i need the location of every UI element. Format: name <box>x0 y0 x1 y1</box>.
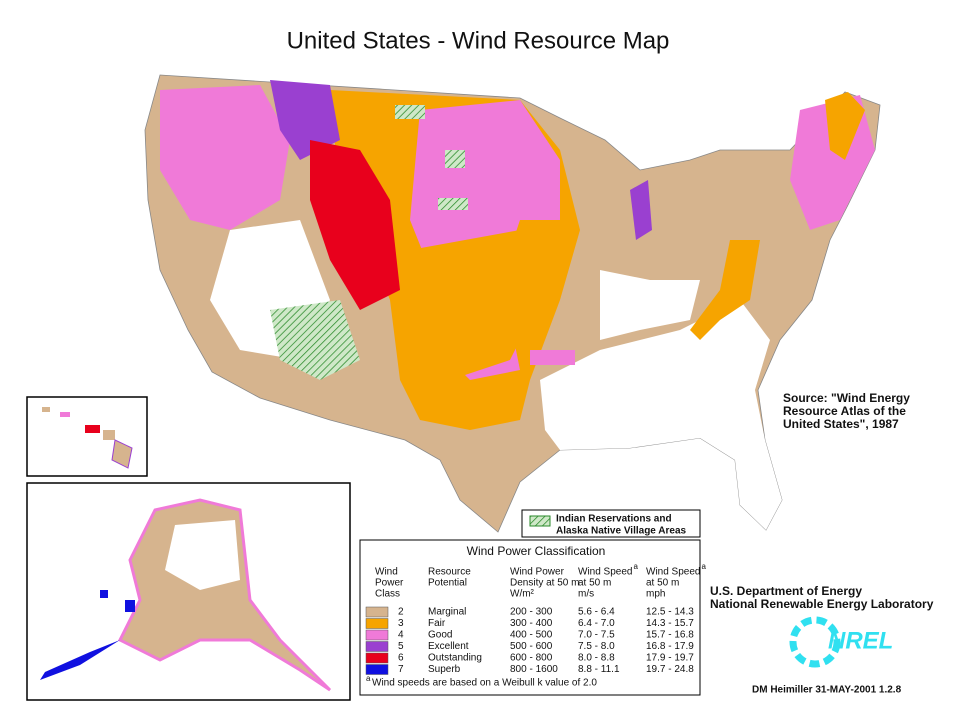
class-swatch <box>365 652 389 664</box>
column-header: Potential <box>428 578 467 589</box>
reservations-legend <box>521 509 701 538</box>
footnote-mark: a <box>633 562 638 571</box>
speed-mph: 19.7 - 24.8 <box>646 664 694 675</box>
reservations-label: Indian Reservations and <box>556 514 672 525</box>
potential: Fair <box>428 618 446 629</box>
title: United States - Wind Resource Map <box>287 27 670 54</box>
speed-ms: 8.0 - 8.8 <box>578 653 615 664</box>
classification-box <box>359 539 701 696</box>
speed-ms: 7.5 - 8.0 <box>578 641 615 652</box>
power-density: 300 - 400 <box>510 618 553 629</box>
column-header: mph <box>646 589 665 600</box>
potential: Superb <box>428 664 461 675</box>
conus-map <box>144 74 881 533</box>
potential: Marginal <box>428 607 466 618</box>
speed-ms: 7.0 - 7.5 <box>578 630 615 641</box>
class-swatch <box>365 618 389 629</box>
classification-title: Wind Power Classification <box>467 544 606 558</box>
power-density: 400 - 500 <box>510 630 553 641</box>
credit: DM Heimiller 31-MAY-2001 1.2.8 <box>752 685 902 696</box>
class-number: 2 <box>398 607 404 618</box>
column-header: Wind <box>375 567 398 578</box>
power-density: 800 - 1600 <box>510 664 558 675</box>
alaska-map <box>40 498 332 692</box>
speed-mph: 15.7 - 16.8 <box>646 630 694 641</box>
column-header: Resource <box>428 567 471 578</box>
speed-ms: 8.8 - 11.1 <box>578 664 620 675</box>
column-header: Wind Power <box>510 567 565 578</box>
agency: U.S. Department of Energy <box>710 584 862 598</box>
column-header: at 50 m <box>578 578 611 589</box>
class-swatch <box>365 664 389 675</box>
source: Source: "Wind Energy <box>783 391 910 405</box>
reservations-label: Alaska Native Village Areas <box>556 526 687 537</box>
class-number: 6 <box>398 653 404 664</box>
source: Resource Atlas of the <box>783 404 906 418</box>
source: United States", 1987 <box>783 417 899 431</box>
column-header: Wind Speed <box>646 567 700 578</box>
class-swatch <box>365 629 389 641</box>
potential: Good <box>428 630 452 641</box>
speed-mph: 17.9 - 19.7 <box>646 653 694 664</box>
hawaii-map <box>42 407 133 469</box>
column-header: at 50 m <box>646 578 679 589</box>
footnote: Wind speeds are based on a Weibull k val… <box>372 678 597 689</box>
power-density: 500 - 600 <box>510 641 553 652</box>
class-number: 4 <box>398 630 404 641</box>
potential: Outstanding <box>428 653 482 664</box>
column-header: W/m² <box>510 589 535 600</box>
logo-text: NREL <box>828 627 893 654</box>
speed-mph: 16.8 - 17.9 <box>646 641 694 652</box>
nrel-logo: NREL <box>789 616 893 668</box>
class-number: 3 <box>398 618 404 629</box>
column-header: Wind Speed <box>578 567 632 578</box>
speed-ms: 5.6 - 6.4 <box>578 607 615 618</box>
speed-mph: 14.3 - 15.7 <box>646 618 694 629</box>
class-number: 7 <box>398 664 404 675</box>
power-density: 200 - 300 <box>510 607 553 618</box>
class-swatch <box>365 606 389 618</box>
speed-mph: 12.5 - 14.3 <box>646 607 694 618</box>
class-swatch <box>365 641 389 652</box>
column-header: m/s <box>578 589 594 600</box>
potential: Excellent <box>428 641 469 652</box>
column-header: Density at 50 m <box>510 578 579 589</box>
agency: National Renewable Energy Laboratory <box>710 597 934 611</box>
column-header: Power <box>375 578 404 589</box>
reservations-swatch <box>529 515 551 527</box>
footnote-mark: a <box>366 674 371 683</box>
column-header: Class <box>375 589 400 600</box>
class-number: 5 <box>398 641 404 652</box>
speed-ms: 6.4 - 7.0 <box>578 618 615 629</box>
footnote-mark: a <box>701 562 706 571</box>
power-density: 600 - 800 <box>510 653 553 664</box>
